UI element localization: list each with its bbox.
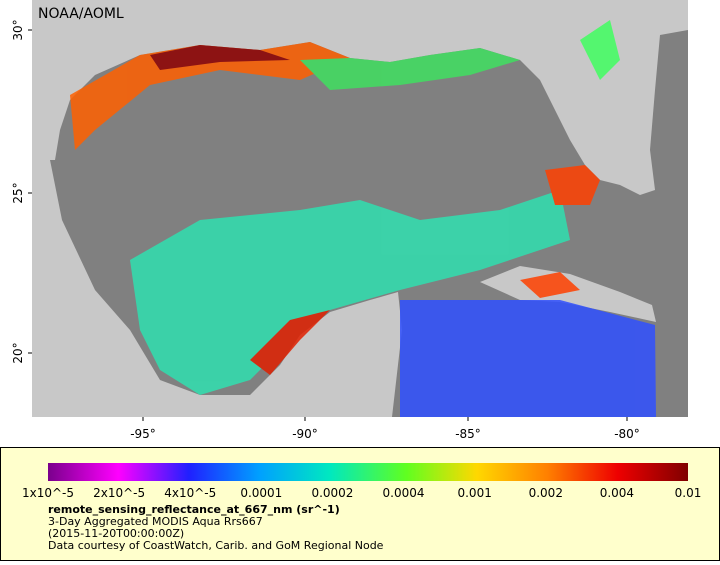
lat-label: 20° bbox=[11, 342, 25, 363]
caption-time: (2015-11-20T00:00:00Z) bbox=[48, 527, 184, 540]
colorbar-label: 0.002 bbox=[529, 486, 563, 500]
land-mexico bbox=[32, 160, 402, 417]
reflectance-overlay bbox=[70, 20, 656, 417]
colorbar-label: 4x10^-5 bbox=[164, 486, 216, 500]
lon-label: -85° bbox=[455, 427, 481, 441]
lat-label: 30° bbox=[11, 19, 25, 40]
caption-credit: Data courtesy of CoastWatch, Carib. and … bbox=[48, 539, 384, 552]
lon-label: -90° bbox=[292, 427, 318, 441]
lon-label: -95° bbox=[130, 427, 156, 441]
colorbar-label: 0.0001 bbox=[240, 486, 282, 500]
colorbar-label: 1x10^-5 bbox=[22, 486, 74, 500]
lat-label: 25° bbox=[11, 182, 25, 203]
colorbar-label: 2x10^-5 bbox=[93, 486, 145, 500]
colorbar bbox=[48, 463, 688, 481]
map: NOAA/AOML bbox=[32, 0, 688, 417]
colorbar-label: 0.0004 bbox=[383, 486, 425, 500]
colorbar-label: 0.004 bbox=[600, 486, 634, 500]
caption-product: 3-Day Aggregated MODIS Aqua Rrs667 bbox=[48, 515, 263, 528]
lon-label: -80° bbox=[614, 427, 640, 441]
colorbar-label: 0.0002 bbox=[311, 486, 353, 500]
source-label: NOAA/AOML bbox=[38, 6, 124, 22]
caption-variable: remote_sensing_reflectance_at_667_nm (sr… bbox=[48, 503, 340, 516]
land-north bbox=[32, 0, 688, 195]
colorbar-label: 0.01 bbox=[675, 486, 702, 500]
colorbar-label: 0.001 bbox=[457, 486, 491, 500]
